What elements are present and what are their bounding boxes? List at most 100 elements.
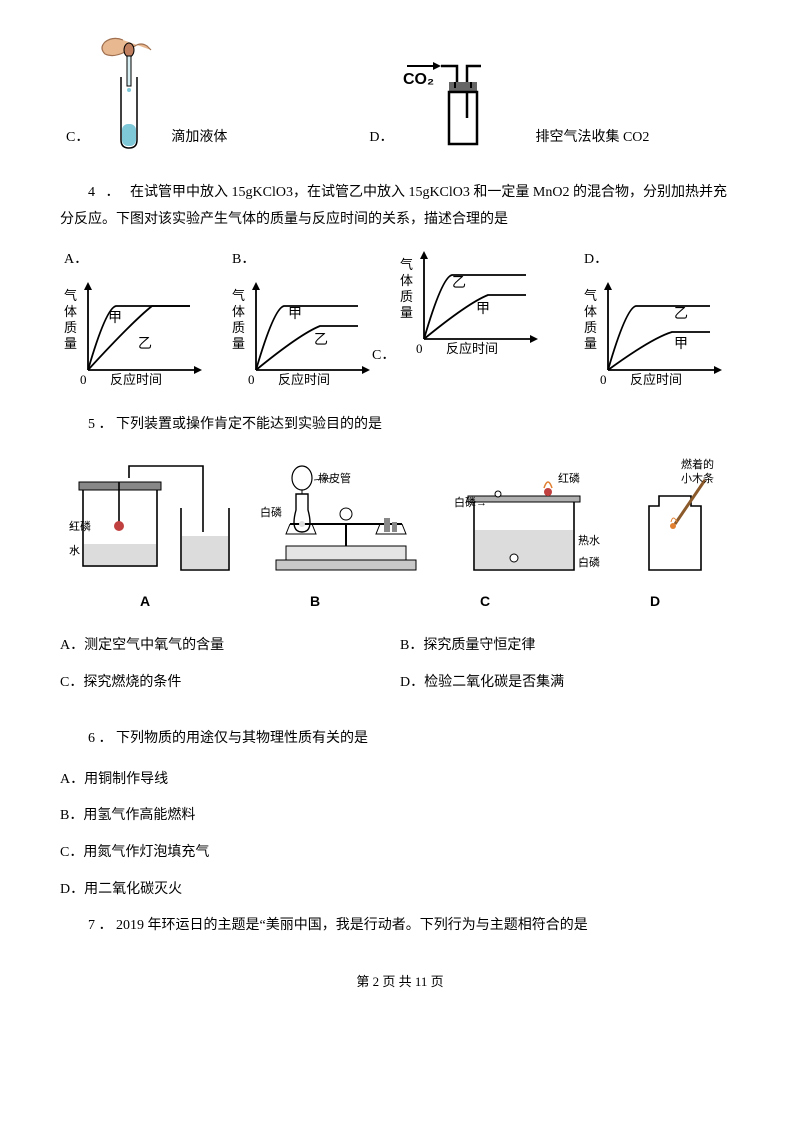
panel-label: A [140,588,150,615]
svg-text:小木条: 小木条 [681,471,714,485]
q6-options: A．用铜制作导线 B．用氢气作高能燃料 C．用氮气作灯泡填充气 D．用二氧化碳灭… [60,767,740,903]
q5-opt-c: C．探究燃烧的条件 [60,670,400,697]
q5-panel-labels: A B C D [60,588,740,615]
svg-text:0: 0 [248,372,255,387]
co2-label: CO₂ [403,71,434,88]
svg-text:橡皮管: 橡皮管 [318,471,351,485]
q5-options: A．测定空气中氧气的含量 B．探究质量守恒定律 C．探究燃烧的条件 D．检验二氧… [60,633,740,706]
q-sep: ． [99,731,113,746]
q-number: 7 [88,918,95,933]
panel-label: B [310,588,320,615]
option-letter: C． [372,343,395,370]
footer-suffix: 页 [427,974,443,989]
svg-text:质: 质 [584,320,597,335]
svg-text:甲: 甲 [674,337,688,352]
q6-opt-d: D．用二氧化碳灭火 [60,877,740,904]
q5-opt-a: A．测定空气中氧气的含量 [60,633,400,660]
q-body: 在试管甲中放入 15gKClO3，在试管乙中放入 15gKClO3 和一定量 M… [60,185,727,227]
option-caption: 滴加液体 [171,125,227,152]
q4-graphs: A． 甲 乙 气 体 质 量 0 反应时间 B． 甲 乙 [60,247,740,388]
svg-text:0: 0 [80,372,87,387]
footer-total: 11 [415,974,428,989]
q-number: 6 [88,731,95,746]
svg-text:0: 0 [416,341,423,356]
option-letter: D． [369,125,393,152]
q6-text: 6 ． 下列物质的用途仅与其物理性质有关的是 [60,726,740,753]
svg-text:热水: 热水 [578,534,600,547]
q5-text: 5 ． 下列装置或操作肯定不能达到实验目的的是 [60,412,740,439]
svg-text:体: 体 [232,304,245,319]
apparatus-a-icon: ← 红磷 ← 水 [69,452,239,582]
svg-text:质: 质 [232,320,245,335]
gas-collect-icon: CO₂ [399,52,529,152]
svg-text:量: 量 [584,336,597,351]
apparatus-d-icon: 燃着的 小木条 [621,452,731,582]
svg-text:乙: 乙 [314,332,328,348]
q4-graph-b: B． 甲 乙 气 体 质 量 0 反应时间 [228,247,396,388]
svg-text:乙: 乙 [674,306,688,322]
q4-graph-d: D． 乙 甲 气 体 质 量 0 反应时间 [580,247,740,388]
q5-apparatus-row: ← 红磷 ← 水 白磷 橡皮管 [60,452,740,582]
q-sep: ． [106,185,120,200]
q6-opt-c: C．用氮气作灯泡填充气 [60,840,740,867]
svg-text:乙: 乙 [452,275,466,291]
svg-text:体: 体 [584,304,597,319]
q4-text: 4 ． 在试管甲中放入 15gKClO3，在试管乙中放入 15gKClO3 和一… [60,180,740,233]
svg-text:甲: 甲 [476,302,490,317]
footer-prefix: 第 [356,974,372,989]
q4-graph-c: 乙 甲 气 体 质 量 0 反应时间 C． [396,247,580,388]
q5-opt-d: D．检验二氧化碳是否集满 [400,670,740,697]
dropper-icon [95,32,165,152]
svg-text:白磷→: 白磷→ [454,495,487,509]
option-letter: A． [64,247,88,274]
svg-text:体: 体 [64,304,77,319]
option-caption: 排空气法收集 CO2 [535,125,649,152]
q3-option-c: C． 滴加液体 [60,32,233,152]
svg-text:甲: 甲 [288,307,302,322]
q-number: 4 [88,185,95,200]
panel-label: C [480,588,490,615]
page-footer: 第 2 页 共 11 页 [60,970,740,995]
svg-text:体: 体 [400,273,413,288]
svg-text:反应时间: 反应时间 [110,372,162,387]
svg-text:0: 0 [600,372,607,387]
svg-text:质: 质 [400,289,413,304]
svg-text:甲: 甲 [108,311,122,326]
panel-label: D [650,588,660,615]
chart-icon: 乙 甲 气 体 质 量 0 反应时间 [580,278,730,388]
svg-text:反应时间: 反应时间 [278,372,330,387]
q6-opt-b: B．用氢气作高能燃料 [60,803,740,830]
svg-text:量: 量 [64,336,77,351]
q-body: 2019 年环运日的主题是“美丽中国，我是行动者。下列行为与主题相符合的是 [116,918,588,933]
svg-text:红磷: 红磷 [69,520,91,533]
q-number: 5 [88,417,95,432]
chart-icon: 甲 乙 气 体 质 量 0 反应时间 [228,278,378,388]
option-letter: C． [66,125,89,152]
q7-text: 7 ． 2019 年环运日的主题是“美丽中国，我是行动者。下列行为与主题相符合的… [60,913,740,940]
svg-text:燃着的: 燃着的 [681,457,714,471]
option-letter: D． [584,247,608,274]
svg-text:反应时间: 反应时间 [630,372,682,387]
q5-opt-b: B．探究质量守恒定律 [400,633,740,660]
svg-text:气: 气 [64,288,77,303]
svg-text:红磷: 红磷 [558,472,580,485]
q-body: 下列物质的用途仅与其物理性质有关的是 [116,731,368,746]
chart-icon: 乙 甲 气 体 质 量 0 反应时间 [396,247,546,357]
svg-text:白磷: 白磷 [260,505,282,519]
apparatus-b-icon: 白磷 橡皮管 [256,452,436,582]
apparatus-c-icon: 红磷 白磷→ ← 热水 ← 白磷 [454,452,604,582]
q6-opt-a: A．用铜制作导线 [60,767,740,794]
svg-text:质: 质 [64,320,77,335]
svg-text:量: 量 [400,305,413,320]
option-letter: B． [232,247,255,274]
q-sep: ． [99,417,113,432]
svg-text:量: 量 [232,336,245,351]
q4-graph-a: A． 甲 乙 气 体 质 量 0 反应时间 [60,247,228,388]
svg-text:气: 气 [232,288,245,303]
svg-text:白磷: 白磷 [578,555,600,569]
chart-icon: 甲 乙 气 体 质 量 0 反应时间 [60,278,210,388]
svg-text:气: 气 [584,288,597,303]
footer-mid: 页 共 [379,974,415,989]
q3-options-row: C． 滴加液体 D． CO₂ [60,32,740,152]
svg-text:反应时间: 反应时间 [446,341,498,356]
